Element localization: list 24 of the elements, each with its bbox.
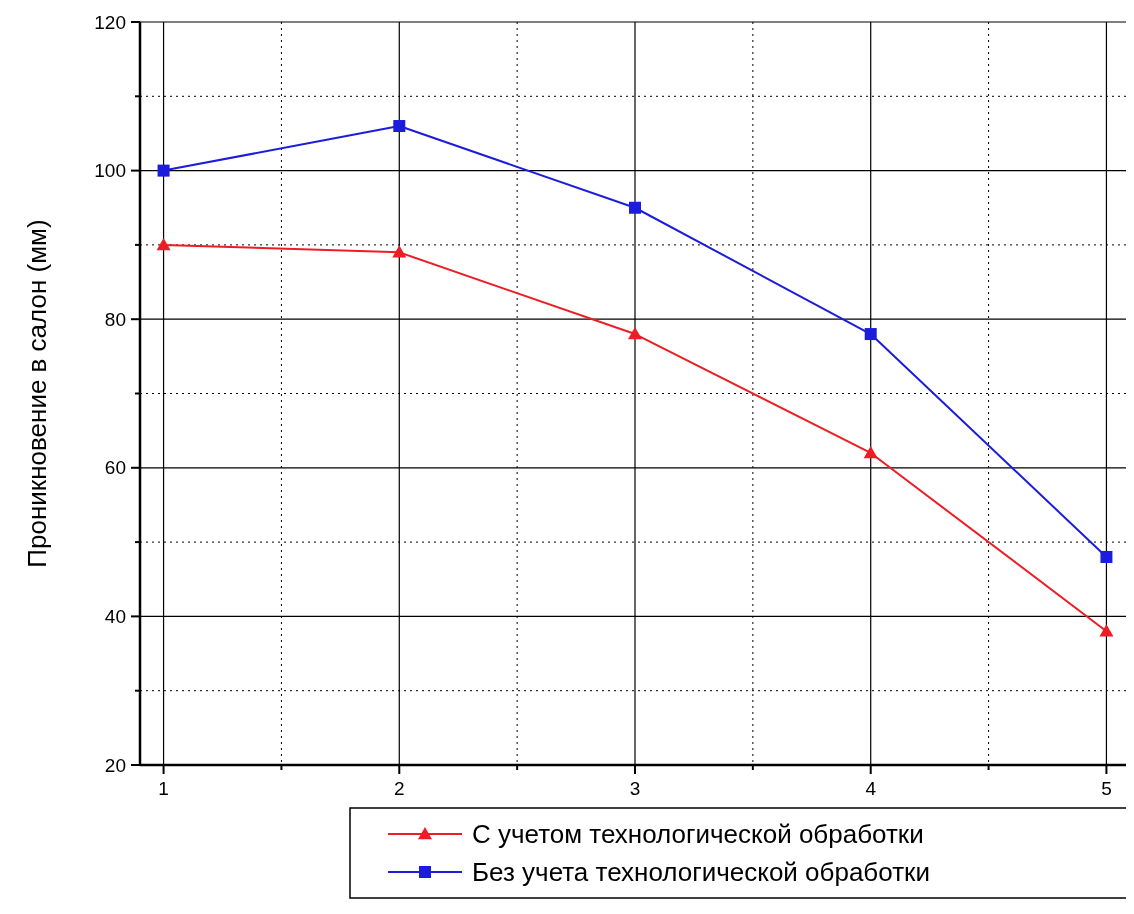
y-tick-label: 80 — [104, 308, 126, 330]
legend-label: С учетом технологической обработки — [472, 819, 924, 850]
x-tick-label: 1 — [158, 778, 169, 799]
x-tick-label: 4 — [865, 778, 877, 799]
point — [628, 327, 642, 340]
point — [629, 201, 641, 214]
x-tick-label: 3 — [629, 778, 641, 799]
point — [863, 445, 878, 459]
y-tick-label: 40 — [104, 606, 126, 628]
y-tick-label: 20 — [104, 754, 126, 776]
y-tick-label: 100 — [94, 160, 126, 182]
point — [1100, 550, 1113, 563]
x-tick-label: 5 — [1101, 778, 1112, 799]
point — [157, 164, 170, 177]
point — [1099, 624, 1114, 637]
legend-label: Без учета технологической обработки — [472, 857, 930, 888]
y-tick-label: 120 — [94, 11, 126, 33]
point — [156, 237, 171, 251]
point — [864, 328, 877, 341]
point — [392, 245, 407, 258]
y-tick-label: 60 — [104, 457, 126, 479]
x-tick-label: 2 — [394, 778, 405, 799]
point — [393, 120, 406, 133]
y-axis-title: Проникновение в салон (мм) — [22, 219, 52, 568]
